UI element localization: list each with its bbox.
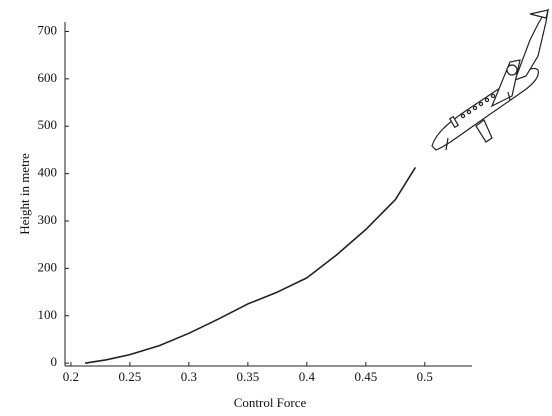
x-tick-label: 0.3 [181, 369, 197, 384]
y-tick-label: 200 [38, 259, 58, 274]
x-tick-label: 0.2 [63, 369, 79, 384]
x-tick-label: 0.45 [354, 369, 377, 384]
chart: Height in metre Control Force 0 100 200 300… [0, 0, 552, 416]
y-tick-label: 100 [38, 307, 58, 322]
x-tick-label: 0.25 [119, 369, 142, 384]
y-tick-label: 0 [51, 354, 58, 369]
airplane-illustration [432, 10, 548, 150]
y-tick-label: 600 [38, 70, 58, 85]
x-tick-label: 0.4 [299, 369, 316, 384]
y-tick-label: 700 [38, 22, 58, 37]
y-tick-label: 300 [38, 212, 58, 227]
x-axis-label: Control Force [234, 395, 307, 410]
y-tick-label: 400 [38, 165, 58, 180]
y-tick-label: 500 [38, 117, 58, 132]
x-tick-label: 0.5 [417, 369, 433, 384]
line-series [85, 167, 415, 363]
x-tick-label: 0.35 [236, 369, 259, 384]
y-axis-label: Height in metre [17, 153, 32, 235]
